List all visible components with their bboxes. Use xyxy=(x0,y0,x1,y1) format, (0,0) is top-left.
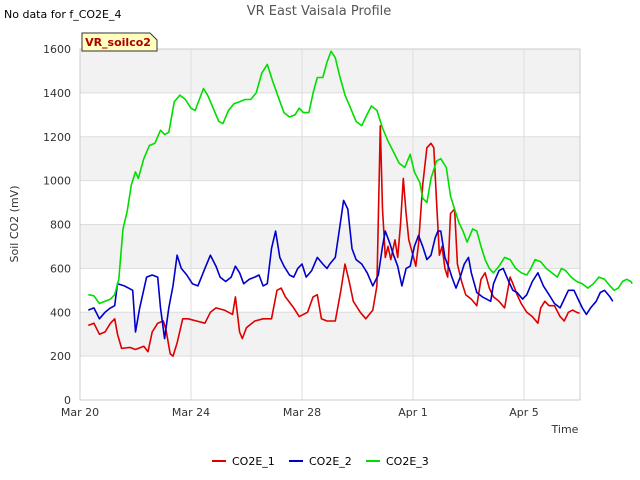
background-band xyxy=(80,224,580,269)
y-tick-label: 1400 xyxy=(43,87,71,100)
legend-label: CO2E_1 xyxy=(232,455,275,468)
background-band xyxy=(80,136,580,181)
y-tick-label: 1200 xyxy=(43,131,71,144)
y-tick-label: 800 xyxy=(50,219,71,232)
x-tick-label: Mar 24 xyxy=(172,406,210,419)
plot-background xyxy=(80,49,580,400)
plot-frame xyxy=(79,48,581,401)
x-tick-label: Apr 5 xyxy=(509,406,539,419)
y-axis-label: Soil CO2 (mV) xyxy=(8,186,21,263)
y-tick-label: 400 xyxy=(50,306,71,319)
background-band xyxy=(80,312,580,357)
site-badge: VR_soilco2 xyxy=(81,32,158,52)
y-tick-label: 1600 xyxy=(43,43,71,56)
y-tick-label: 1000 xyxy=(43,175,71,188)
y-tick-label: 600 xyxy=(50,262,71,275)
legend: CO2E_1 CO2E_2 CO2E_3 xyxy=(212,455,429,468)
background-band xyxy=(80,92,580,137)
series-lines xyxy=(88,50,633,357)
no-data-note: No data for f_CO2E_4 xyxy=(4,8,122,21)
background-band xyxy=(80,180,580,225)
x-tick-label: Mar 28 xyxy=(283,406,321,419)
series-line-co2e-1 xyxy=(88,125,580,357)
y-tick-label: 200 xyxy=(50,350,71,363)
legend-label: CO2E_2 xyxy=(309,455,352,468)
x-axis-label: Time xyxy=(551,423,579,436)
y-axis-ticks: 0 200 400 600 800 1000 1200 1400 1600 xyxy=(43,43,71,407)
x-tick-label: Mar 20 xyxy=(61,406,99,419)
series-line-co2e-2 xyxy=(88,199,614,340)
x-axis-ticks: Mar 20 Mar 24 Mar 28 Apr 1 Apr 5 xyxy=(61,406,539,419)
legend-label: CO2E_3 xyxy=(386,455,429,468)
series-line-co2e-3 xyxy=(88,50,633,305)
chart-title: VR East Vaisala Profile xyxy=(247,4,392,19)
x-tick-label: Apr 1 xyxy=(398,406,428,419)
site-badge-label: VR_soilco2 xyxy=(85,36,151,49)
background-band xyxy=(80,356,580,400)
y-tick-label: 0 xyxy=(64,394,71,407)
